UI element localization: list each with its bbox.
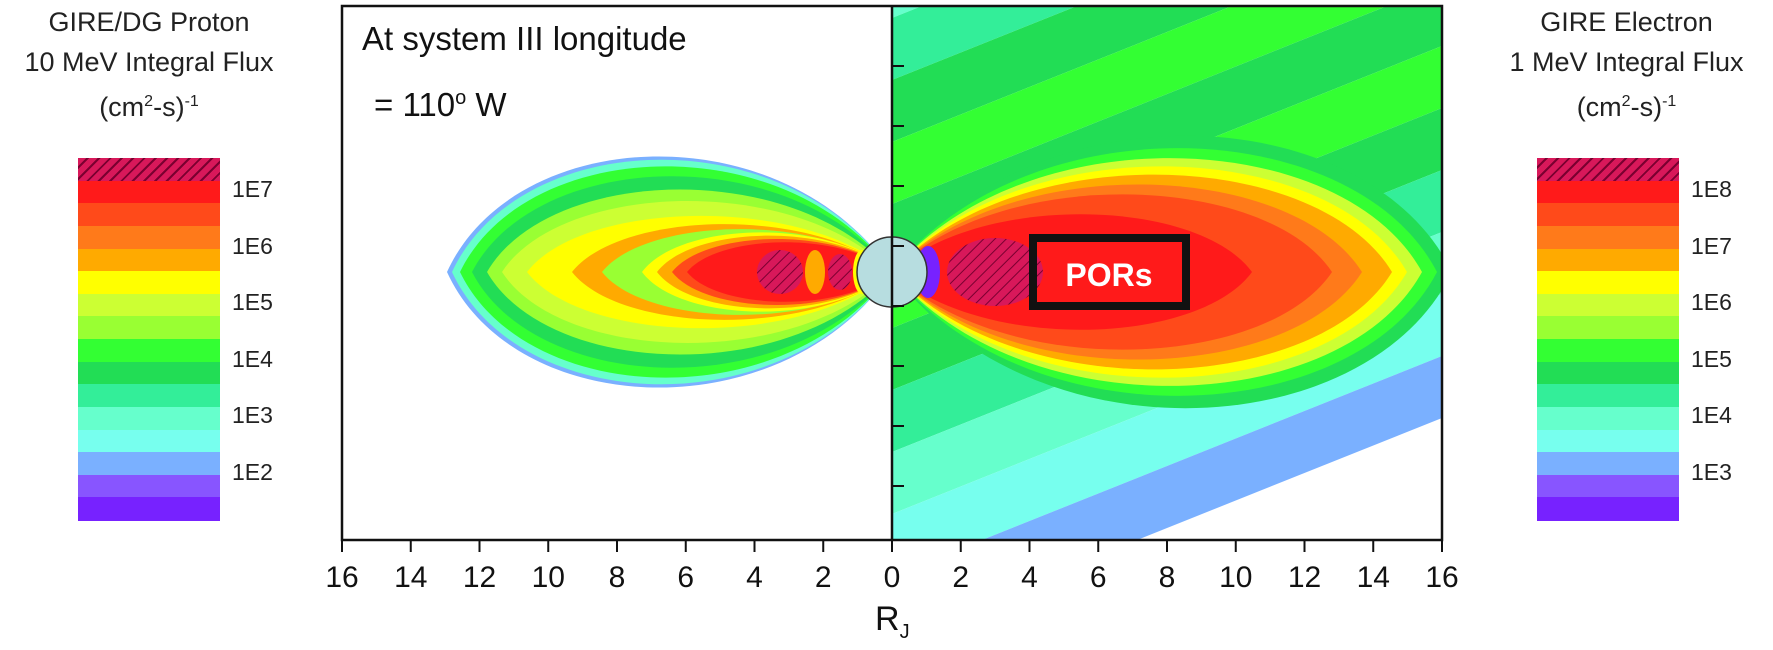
legend-label: 1E6 — [1691, 289, 1732, 316]
left-legend-title: GIRE/DG Proton 10 MeV Integral Flux (cm2… — [0, 2, 298, 127]
legend-label: 1E5 — [1691, 345, 1732, 372]
legend-swatch — [78, 158, 220, 182]
right-legend-title: GIRE Electron 1 MeV Integral Flux (cm2-s… — [1480, 2, 1773, 127]
legend-swatch — [78, 339, 220, 363]
longitude-annotation-line1: At system III longitude — [362, 20, 687, 57]
legend-swatch — [1537, 271, 1679, 295]
legend-swatch — [78, 361, 220, 385]
left-color-scale — [78, 158, 220, 521]
legend-label: 1E8 — [1691, 176, 1732, 202]
legend-swatch — [78, 406, 220, 430]
x-tick-label: 4 — [1021, 561, 1038, 594]
legend-swatch — [1537, 361, 1679, 385]
legend-label: 1E3 — [1691, 458, 1732, 485]
legend-swatch — [1537, 384, 1679, 408]
x-axis-ticks: 16 14 12 10 8 6 4 2 0 2 4 6 8 10 12 14 16 — [325, 540, 1459, 594]
x-tick-label: 6 — [677, 561, 694, 594]
legend-swatch — [1537, 203, 1679, 227]
x-tick-label: 8 — [609, 561, 626, 594]
x-tick-label: 4 — [746, 561, 763, 594]
proton-belt-contours — [447, 156, 892, 388]
legend-swatch — [1537, 474, 1679, 498]
left-legend-unit: (cm2-s)-1 — [99, 92, 199, 122]
legend-swatch — [1537, 429, 1679, 453]
legend-swatch — [1537, 452, 1679, 476]
legend-swatch — [78, 429, 220, 453]
legend-swatch — [78, 293, 220, 317]
legend-label: 1E5 — [232, 289, 273, 316]
left-legend-title-line2: 10 MeV Integral Flux — [24, 47, 274, 77]
pors-box — [1029, 234, 1190, 310]
legend-swatch — [78, 248, 220, 272]
pors-label: PORs — [1065, 257, 1152, 293]
legend-swatch — [1537, 316, 1679, 340]
legend-label: 1E2 — [232, 458, 273, 485]
left-legend-title-line1: GIRE/DG Proton — [48, 7, 250, 37]
x-tick-label: 16 — [325, 561, 358, 594]
proton-peak-hatch — [757, 250, 803, 294]
legend-swatch — [1537, 180, 1679, 204]
legend-swatch — [1537, 158, 1679, 182]
legend-label: 1E6 — [232, 232, 273, 259]
legend-label: 1E7 — [232, 176, 273, 202]
x-tick-label: 16 — [1425, 561, 1458, 594]
legend-swatch — [1537, 339, 1679, 363]
electron-peak-hatch — [947, 238, 1043, 306]
legend-swatch — [1537, 225, 1679, 249]
x-tick-label: 10 — [1219, 561, 1252, 594]
legend-swatch — [78, 203, 220, 227]
proton-inner-hatch — [828, 254, 852, 290]
legend-swatch — [1537, 248, 1679, 272]
x-tick-label: 0 — [884, 561, 901, 594]
x-tick-label: 6 — [1090, 561, 1107, 594]
x-tick-label: 8 — [1159, 561, 1176, 594]
x-tick-label: 2 — [952, 561, 969, 594]
legend-swatch — [1537, 497, 1679, 521]
x-axis-label: RJ — [875, 600, 910, 643]
proton-gap — [805, 250, 825, 294]
legend-swatch — [78, 452, 220, 476]
longitude-annotation-line2: = 110o W — [374, 86, 507, 123]
legend-label: 1E7 — [1691, 232, 1732, 259]
legend-swatch — [1537, 406, 1679, 430]
x-tick-label: 10 — [532, 561, 565, 594]
legend-swatch — [78, 474, 220, 498]
right-color-scale — [1537, 158, 1679, 521]
legend-swatch — [78, 497, 220, 521]
legend-swatch — [78, 225, 220, 249]
x-tick-label: 14 — [394, 561, 427, 594]
x-tick-label: 12 — [1288, 561, 1321, 594]
right-legend-title-line1: GIRE Electron — [1540, 7, 1713, 37]
right-legend-unit: (cm2-s)-1 — [1576, 92, 1677, 122]
legend-label: 1E4 — [232, 345, 273, 372]
legend-swatch — [78, 271, 220, 295]
legend-label: 1E3 — [232, 402, 273, 429]
right-legend-title-line2: 1 MeV Integral Flux — [1509, 47, 1744, 77]
legend-label: 1E4 — [1691, 402, 1732, 429]
x-tick-label: 12 — [463, 561, 496, 594]
center-axis-ticks — [892, 65, 904, 487]
legend-swatch — [78, 384, 220, 408]
x-tick-label: 2 — [815, 561, 832, 594]
electron-band — [982, 356, 1442, 540]
legend-swatch — [78, 180, 220, 204]
legend-swatch — [1537, 293, 1679, 317]
x-tick-label: 14 — [1357, 561, 1390, 594]
legend-swatch — [78, 316, 220, 340]
electron-belt-contours — [892, 135, 1442, 409]
